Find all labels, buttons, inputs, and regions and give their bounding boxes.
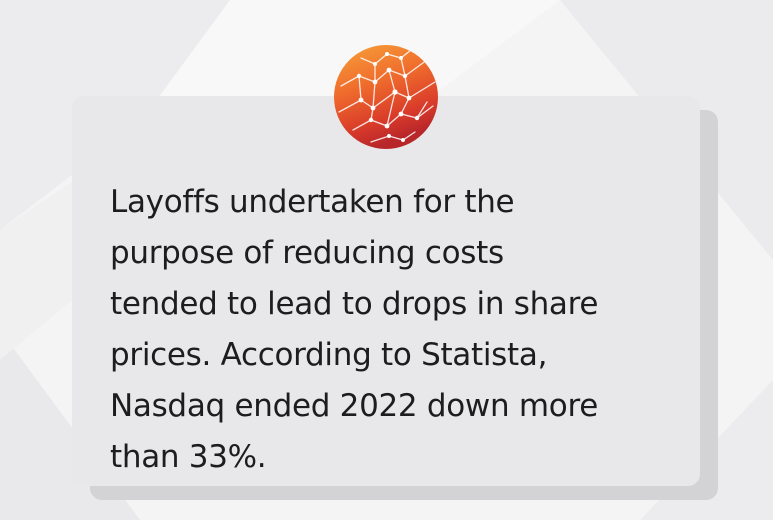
quote-card — [72, 96, 700, 486]
quote-text: Layoffs undertaken for the purpose of re… — [110, 184, 599, 475]
network-globe-icon — [334, 45, 438, 149]
